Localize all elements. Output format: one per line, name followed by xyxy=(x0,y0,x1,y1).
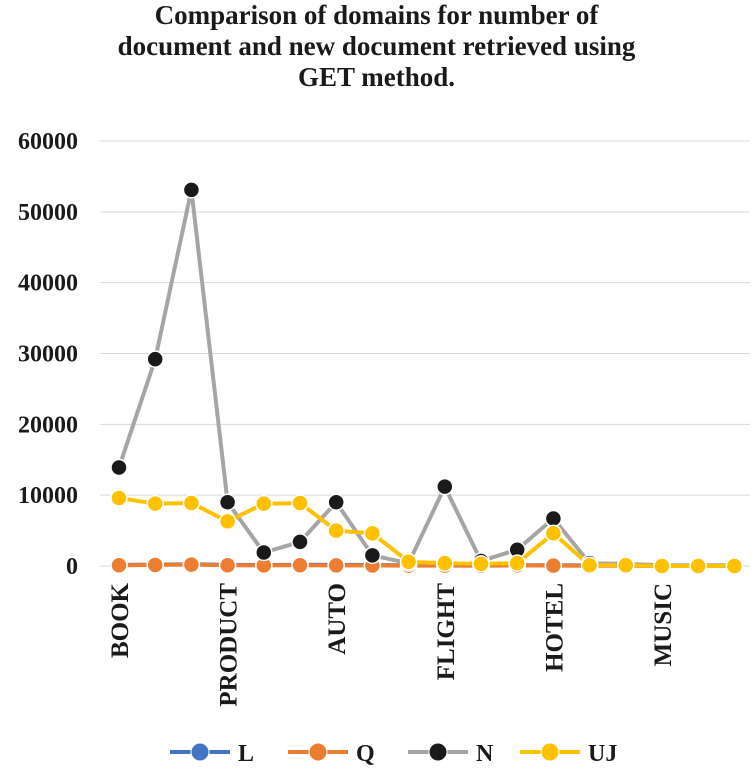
y-tick-label-60000: 60000 xyxy=(18,129,78,155)
x-tick-label-flight: FLIGHT xyxy=(433,583,460,681)
legend-label-L: L xyxy=(238,741,254,767)
point-N-2 xyxy=(182,181,201,199)
point-N-7 xyxy=(363,546,382,565)
point-UJ-16 xyxy=(689,557,707,575)
point-UJ-11 xyxy=(508,554,526,572)
point-Q-12 xyxy=(544,556,563,575)
point-Q-0 xyxy=(110,556,128,575)
point-Q-6 xyxy=(327,556,345,575)
point-UJ-17 xyxy=(725,557,744,575)
y-tick-label-0: 0 xyxy=(66,554,78,580)
point-UJ-2 xyxy=(182,494,201,512)
point-UJ-7 xyxy=(363,524,382,543)
legend-label-UJ: UJ xyxy=(588,741,617,767)
y-tick-label-50000: 50000 xyxy=(18,200,78,226)
point-UJ-12 xyxy=(544,524,563,543)
series-line-N xyxy=(117,187,735,568)
point-N-12 xyxy=(544,509,563,528)
x-tick-label-book: BOOK xyxy=(107,582,134,658)
point-UJ-14 xyxy=(617,556,635,575)
point-N-0 xyxy=(110,458,128,477)
point-N-6 xyxy=(327,493,345,511)
x-tick-label-product: PRODUCT xyxy=(216,583,243,707)
point-UJ-13 xyxy=(580,556,599,575)
legend-marker-Q xyxy=(308,742,328,762)
point-UJ-8 xyxy=(399,553,418,571)
legend-marker-N xyxy=(428,742,448,762)
point-N-4 xyxy=(255,543,273,562)
legend-marker-UJ xyxy=(540,742,560,762)
y-tick-label-20000: 20000 xyxy=(18,412,78,438)
chart-title-line-2: document and new document retrieved usin… xyxy=(117,31,636,61)
y-tick-label-10000: 10000 xyxy=(18,483,78,509)
legend-label-N: N xyxy=(476,741,494,767)
point-N-1 xyxy=(146,350,164,368)
point-N-3 xyxy=(218,493,237,511)
chart-title-line-3: GET method. xyxy=(297,62,456,92)
series-line-UJ xyxy=(118,496,735,568)
chart-title-line-1: Comparison of domains for number of xyxy=(154,0,599,30)
x-tick-label-music: MUSIC xyxy=(650,583,677,666)
point-UJ-15 xyxy=(653,557,671,575)
point-N-9 xyxy=(436,477,454,496)
y-tick-label-40000: 40000 xyxy=(18,271,78,297)
point-UJ-4 xyxy=(255,494,273,513)
point-Q-3 xyxy=(218,556,237,575)
legend-marker-L xyxy=(190,742,210,762)
point-UJ-6 xyxy=(327,521,345,540)
point-Q-1 xyxy=(146,556,164,574)
x-tick-label-hotel: HOTEL xyxy=(541,583,568,672)
point-UJ-1 xyxy=(146,494,164,513)
point-N-5 xyxy=(291,533,309,551)
point-Q-5 xyxy=(291,556,309,575)
chart-title: Comparison of domains for number of docu… xyxy=(0,0,753,93)
point-UJ-9 xyxy=(436,554,454,572)
point-UJ-0 xyxy=(110,489,128,507)
y-tick-label-30000: 30000 xyxy=(18,342,78,368)
point-UJ-5 xyxy=(291,494,309,512)
x-tick-label-auto: AUTO xyxy=(324,583,351,655)
legend-label-Q: Q xyxy=(356,741,375,767)
point-UJ-10 xyxy=(472,555,490,573)
point-Q-2 xyxy=(182,555,201,574)
point-UJ-3 xyxy=(218,512,237,531)
